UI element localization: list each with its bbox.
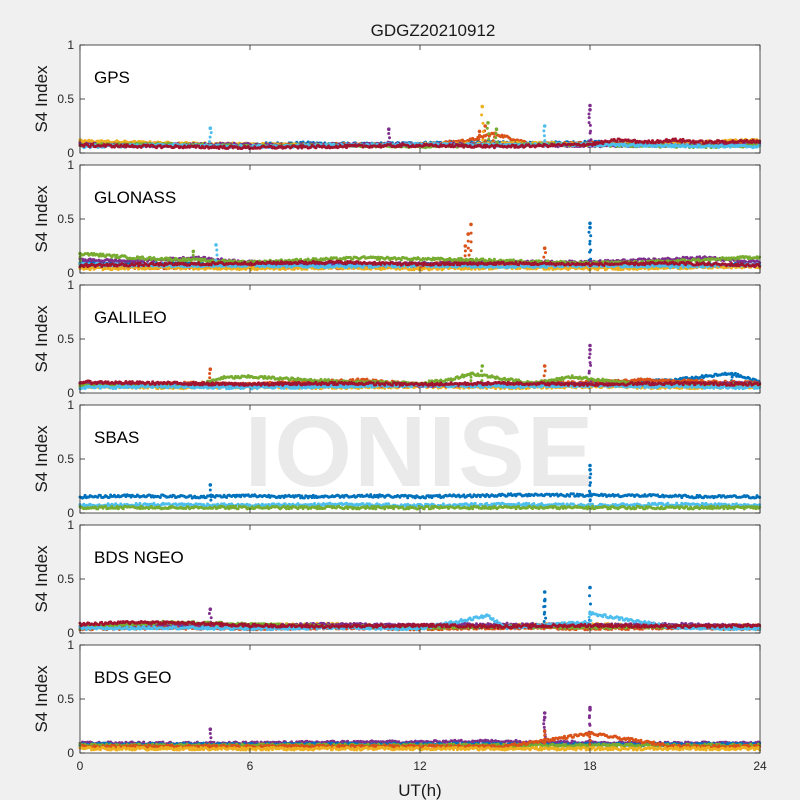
data-point (494, 132, 498, 135)
spike-point (466, 232, 471, 236)
data-point (543, 139, 547, 143)
data-point (750, 141, 754, 145)
data-point (542, 255, 546, 259)
spike-point (469, 222, 473, 227)
y-tick-label: 1 (67, 38, 74, 52)
spike-point (477, 129, 482, 134)
data-point (478, 133, 481, 137)
data-point (588, 123, 592, 127)
data-point (463, 254, 467, 258)
data-point (463, 249, 467, 253)
spike-point (208, 126, 213, 130)
spike-point (588, 108, 592, 112)
data-point (469, 231, 473, 235)
data-point (481, 130, 485, 134)
spike-point (588, 103, 592, 108)
data-point (542, 129, 546, 133)
spike-point (542, 246, 547, 250)
data-point (345, 146, 348, 150)
data-point (480, 113, 484, 117)
data-point (477, 137, 481, 141)
data-point (485, 126, 489, 130)
data-point (469, 249, 473, 253)
data-point (487, 132, 491, 136)
figure-title: GDGZ20210912 (371, 21, 496, 40)
data-point (587, 121, 591, 125)
data-point (587, 112, 591, 116)
data-point (588, 239, 592, 243)
data-point (467, 253, 471, 257)
data-point (388, 136, 391, 140)
scatter-points (78, 103, 762, 151)
data-point (481, 138, 485, 142)
data-point (588, 250, 592, 254)
data-point (544, 251, 547, 255)
data-point (588, 242, 592, 246)
data-point (483, 139, 487, 143)
spike-point (387, 127, 391, 131)
data-point (483, 134, 487, 138)
data-point (587, 116, 591, 120)
data-point (758, 144, 762, 148)
data-point (587, 139, 591, 143)
spike-point (588, 221, 592, 226)
panel-label: GPS (94, 68, 130, 87)
data-point (588, 131, 592, 135)
spike-point (588, 225, 592, 230)
data-point (487, 137, 491, 141)
spike-point (463, 244, 468, 248)
data-point (466, 246, 470, 250)
data-point (387, 132, 391, 135)
data-point (208, 140, 211, 144)
spike-point (494, 127, 499, 131)
data-point (495, 140, 499, 144)
data-point (589, 234, 593, 238)
data-point (587, 230, 591, 234)
data-point (469, 240, 473, 244)
data-point (494, 136, 498, 140)
data-point (542, 134, 546, 138)
data-point (209, 131, 213, 135)
y-tick-label: 0.5 (57, 92, 74, 106)
data-point (466, 239, 470, 243)
spike-point (542, 124, 547, 128)
y-axis-label: S4 Index (32, 65, 51, 133)
data-point (758, 139, 762, 143)
data-point (481, 121, 485, 125)
spike-point (486, 121, 490, 125)
plot-area (80, 45, 760, 153)
spike-point (480, 104, 485, 109)
data-point (208, 135, 212, 139)
